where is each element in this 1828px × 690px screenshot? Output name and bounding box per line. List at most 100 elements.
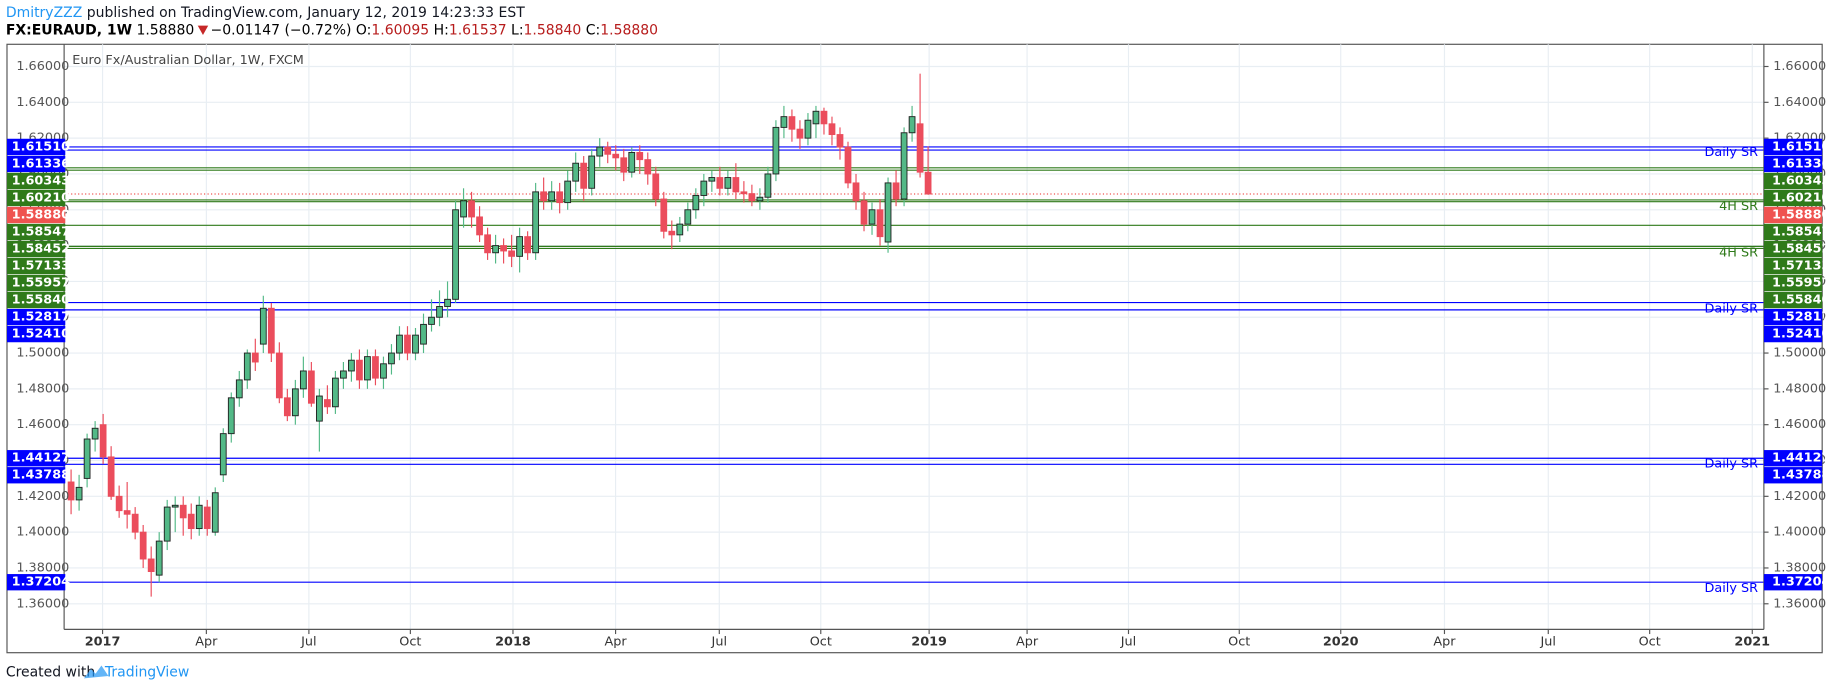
candle-body xyxy=(436,306,443,318)
level-label: 1.37204 xyxy=(12,575,70,590)
y-tick-label: 1.38000 xyxy=(16,560,69,575)
level-label-box xyxy=(1763,223,1823,241)
candle-body xyxy=(83,438,91,479)
level-label: 1.60210 xyxy=(1772,190,1828,205)
level-label: 1.43788 xyxy=(1772,468,1828,483)
footer-brand[interactable]: TradingView xyxy=(104,665,189,681)
candle-body xyxy=(203,506,211,530)
candle-body xyxy=(123,510,131,515)
level-label: 1.60343 xyxy=(1772,173,1828,188)
candle-body xyxy=(67,481,75,501)
candle-body xyxy=(580,162,588,189)
candle-body xyxy=(748,193,756,202)
x-tick-label: 2018 xyxy=(495,635,531,650)
candle-body xyxy=(99,424,107,458)
candle-body xyxy=(692,194,700,211)
candle-body xyxy=(299,370,307,390)
candle-body xyxy=(243,352,251,381)
level-label-box xyxy=(1763,138,1823,156)
candle-body xyxy=(924,171,932,195)
candle-body xyxy=(740,191,748,195)
candle-body xyxy=(163,506,171,542)
candle-body xyxy=(916,123,924,173)
level-label: 1.55957 xyxy=(12,276,70,291)
level-label-box xyxy=(6,291,66,309)
annotation: Daily SR xyxy=(1705,581,1759,596)
candle-body xyxy=(179,504,187,519)
level-label-box xyxy=(6,155,66,173)
x-tick-label: Jul xyxy=(1540,635,1556,650)
x-tick-label: 2017 xyxy=(85,635,121,650)
candle-body xyxy=(147,558,155,573)
level-label: 1.61510 xyxy=(1772,139,1828,154)
candle-body xyxy=(852,182,860,202)
annotation: Daily SR xyxy=(1705,145,1759,160)
candle-body xyxy=(708,177,716,182)
level-label-box xyxy=(6,257,66,275)
level-label: 1.37204 xyxy=(1772,575,1828,590)
level-label: 1.55957 xyxy=(1772,276,1828,291)
level-label: 1.52410 xyxy=(12,327,70,342)
level-label: 1.61336 xyxy=(1772,156,1828,171)
candle-body xyxy=(500,245,507,252)
candle-body xyxy=(508,250,515,257)
y-tick-label: 1.66000 xyxy=(1773,59,1826,74)
c-label: C: xyxy=(586,22,600,38)
level-label: 1.57133 xyxy=(1772,259,1828,274)
candle-body xyxy=(468,200,475,218)
author[interactable]: DmitryZZZ xyxy=(6,5,82,21)
level-label-box xyxy=(1763,450,1823,467)
candle-body xyxy=(291,388,299,417)
candle-body xyxy=(724,177,732,189)
plot: Daily SR 4H SR 4H SR Daily SR Daily SR Daily … xyxy=(64,44,1764,630)
level-label: 1.60343 xyxy=(12,173,70,188)
y-tick-label: 1.40000 xyxy=(1773,525,1826,540)
candle-body xyxy=(388,352,395,365)
symbol: FX:EURAUD, 1W xyxy=(6,22,132,38)
y-tick-label: 1.38000 xyxy=(1773,560,1826,575)
candle-body xyxy=(756,196,764,202)
candle-body xyxy=(131,513,139,533)
candle-body xyxy=(484,234,491,254)
level-label: 1.61510 xyxy=(12,139,70,154)
level-label-box xyxy=(6,450,66,467)
candle-body xyxy=(788,116,796,130)
candle-body xyxy=(364,356,371,381)
candle-body xyxy=(644,159,652,175)
candle-body xyxy=(452,209,459,300)
footer-created: Created with xyxy=(6,665,95,681)
level-label: 1.58547 xyxy=(12,224,70,239)
x-tick-label: Apr xyxy=(1016,635,1039,650)
level-label-box xyxy=(6,138,66,156)
o-label: O: xyxy=(356,22,371,38)
annotation: Daily SR xyxy=(1705,301,1759,316)
y-tick-label: 1.42000 xyxy=(1773,489,1826,504)
y-tick-label: 1.46000 xyxy=(16,417,69,432)
level-label-box xyxy=(6,308,66,326)
x-tick-label: Jul xyxy=(711,635,727,650)
x-tick-label: Oct xyxy=(1228,635,1250,650)
candle-body xyxy=(628,151,636,173)
chart-pane xyxy=(6,43,1823,654)
candle-body xyxy=(332,377,339,408)
level-label-box xyxy=(6,240,66,258)
candle-body xyxy=(307,370,315,404)
candle-body xyxy=(324,399,331,408)
level-label: 1.61336 xyxy=(12,156,70,171)
level-label: 1.52410 xyxy=(1772,327,1828,342)
down-triangle xyxy=(197,25,209,35)
candle-body xyxy=(404,334,411,354)
candle-body xyxy=(516,236,523,257)
candle-body xyxy=(892,182,900,200)
open: 1.60095 xyxy=(371,22,429,38)
y-tick-label: 1.50000 xyxy=(1773,346,1826,361)
candle-body xyxy=(275,352,283,399)
candle-body xyxy=(796,128,804,139)
candle-body xyxy=(732,177,740,193)
candle-body xyxy=(612,153,620,159)
candle-body xyxy=(860,200,868,225)
candle-body xyxy=(251,352,259,363)
candle-body xyxy=(187,513,195,530)
level-label-box xyxy=(6,274,66,292)
